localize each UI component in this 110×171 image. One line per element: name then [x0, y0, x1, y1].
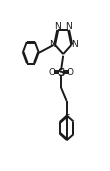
Text: N: N — [66, 22, 72, 31]
Text: S: S — [57, 68, 65, 77]
Text: O: O — [67, 68, 74, 77]
Text: O: O — [48, 68, 55, 77]
Text: N: N — [54, 22, 61, 31]
Text: N: N — [49, 40, 56, 49]
Text: F: F — [64, 114, 69, 123]
Text: N: N — [71, 40, 77, 49]
